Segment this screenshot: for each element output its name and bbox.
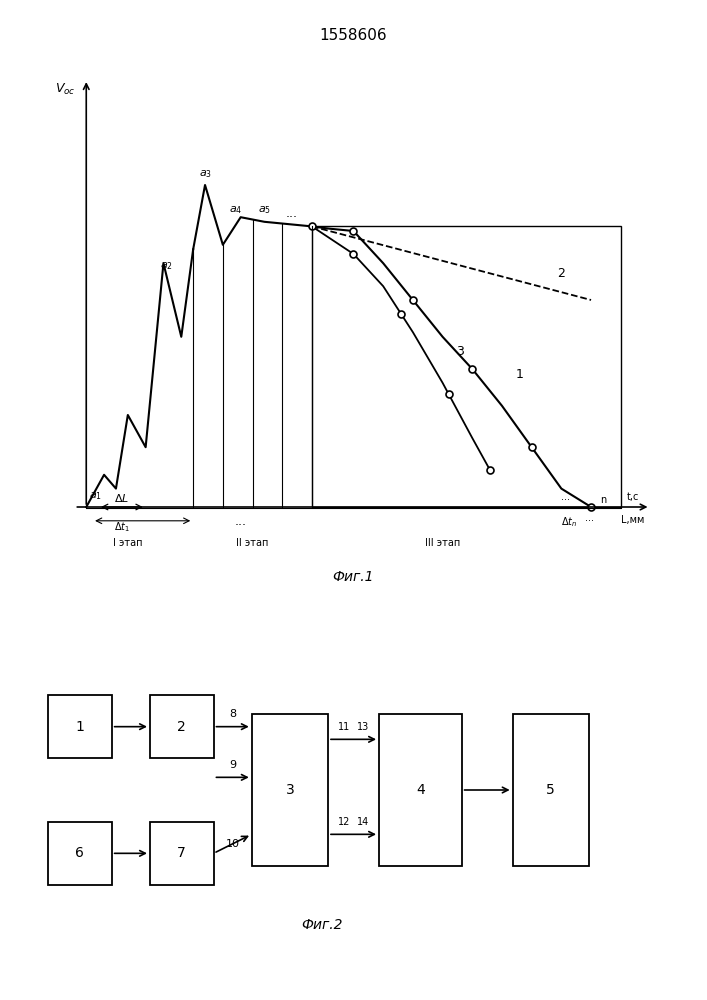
- Text: II этап: II этап: [236, 538, 269, 548]
- Text: Фиг.1: Фиг.1: [333, 570, 374, 584]
- Bar: [513, 714, 589, 866]
- Text: 12: 12: [338, 817, 350, 827]
- Text: $\Delta t_1$: $\Delta t_1$: [114, 520, 130, 534]
- Bar: [48, 822, 112, 885]
- Text: 3: 3: [286, 783, 294, 797]
- Text: 6: 6: [76, 846, 84, 860]
- Text: III этап: III этап: [425, 538, 460, 548]
- Bar: [48, 695, 112, 758]
- Text: $a_2$: $a_2$: [160, 260, 173, 272]
- Text: $V_{oc}$: $V_{oc}$: [55, 82, 76, 97]
- Text: 10: 10: [226, 839, 240, 849]
- Text: Фиг.2: Фиг.2: [301, 918, 342, 932]
- Text: 1: 1: [76, 720, 84, 734]
- Text: 1558606: 1558606: [320, 28, 387, 43]
- Bar: [252, 714, 328, 866]
- Text: 2: 2: [557, 267, 566, 280]
- Text: 5: 5: [547, 783, 555, 797]
- Text: L,мм: L,мм: [621, 515, 644, 525]
- Text: 13: 13: [357, 722, 369, 732]
- Text: ...: ...: [561, 492, 571, 502]
- Text: 3: 3: [457, 345, 464, 358]
- Text: ...: ...: [285, 207, 297, 220]
- Text: $a_4$: $a_4$: [229, 205, 243, 216]
- Text: 9: 9: [229, 760, 236, 770]
- Text: 2: 2: [177, 720, 186, 734]
- Text: ...: ...: [235, 515, 247, 528]
- Text: ...: ...: [585, 513, 594, 523]
- Text: $a_5$: $a_5$: [259, 205, 271, 216]
- Bar: [379, 714, 462, 866]
- Bar: [150, 695, 214, 758]
- Text: 11: 11: [338, 722, 350, 732]
- Text: 8: 8: [229, 709, 236, 719]
- Text: $\Delta L$: $\Delta L$: [115, 492, 129, 504]
- Text: $a_3$: $a_3$: [199, 168, 212, 180]
- Text: 7: 7: [177, 846, 186, 860]
- Text: $a_1$: $a_1$: [89, 490, 103, 502]
- Text: n: n: [600, 495, 606, 505]
- Bar: [150, 822, 214, 885]
- Text: 4: 4: [416, 783, 425, 797]
- Text: $\Delta t_n$: $\Delta t_n$: [561, 515, 578, 529]
- Text: t,c: t,c: [626, 492, 639, 502]
- Text: 14: 14: [357, 817, 369, 827]
- Text: I этап: I этап: [113, 538, 143, 548]
- Text: 1: 1: [516, 368, 524, 381]
